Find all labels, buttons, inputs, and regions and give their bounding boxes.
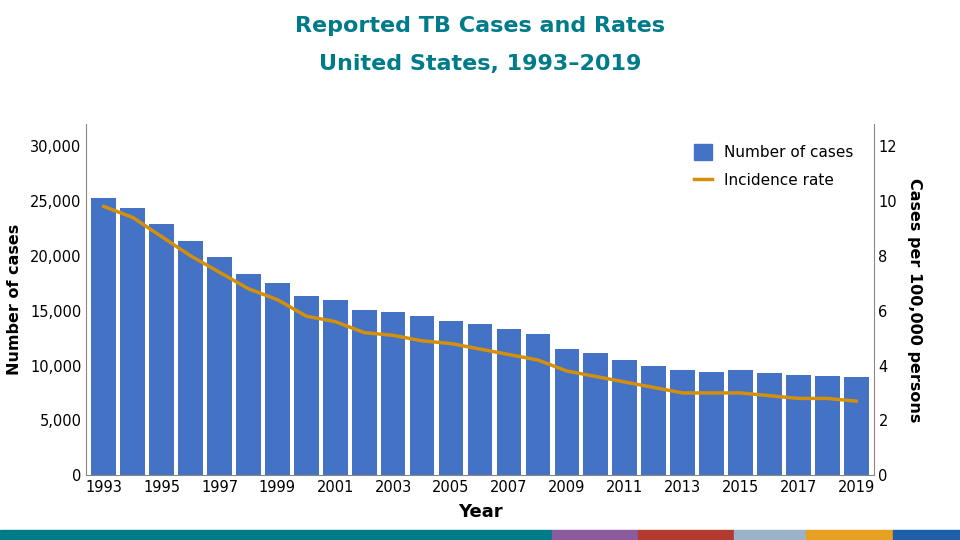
Text: United States, 1993–2019: United States, 1993–2019 (319, 54, 641, 74)
Bar (439, 321, 464, 475)
Bar (410, 316, 435, 475)
Bar (265, 283, 290, 475)
Bar (699, 372, 724, 475)
Text: Reported TB Cases and Rates: Reported TB Cases and Rates (295, 16, 665, 36)
Bar (844, 377, 869, 475)
Bar (352, 310, 376, 475)
Bar (236, 274, 261, 475)
Bar (468, 324, 492, 475)
Bar (815, 376, 840, 475)
Y-axis label: Number of cases: Number of cases (7, 224, 22, 375)
Bar (150, 225, 174, 475)
Bar (555, 348, 579, 475)
Bar (323, 300, 348, 475)
Bar (496, 329, 521, 475)
Bar (729, 370, 753, 475)
X-axis label: Year: Year (458, 503, 502, 522)
Bar (381, 312, 405, 475)
Bar (670, 370, 695, 475)
Legend: Number of cases, Incidence rate: Number of cases, Incidence rate (682, 132, 866, 200)
Bar (525, 334, 550, 475)
Bar (91, 198, 116, 475)
Bar (294, 295, 319, 475)
Bar (641, 366, 666, 475)
Bar (786, 375, 810, 475)
Bar (207, 258, 231, 475)
Bar (612, 360, 637, 475)
Bar (584, 353, 608, 475)
Bar (179, 241, 203, 475)
Bar (757, 374, 781, 475)
Y-axis label: Cases per 100,000 persons: Cases per 100,000 persons (907, 178, 923, 422)
Bar (120, 208, 145, 475)
